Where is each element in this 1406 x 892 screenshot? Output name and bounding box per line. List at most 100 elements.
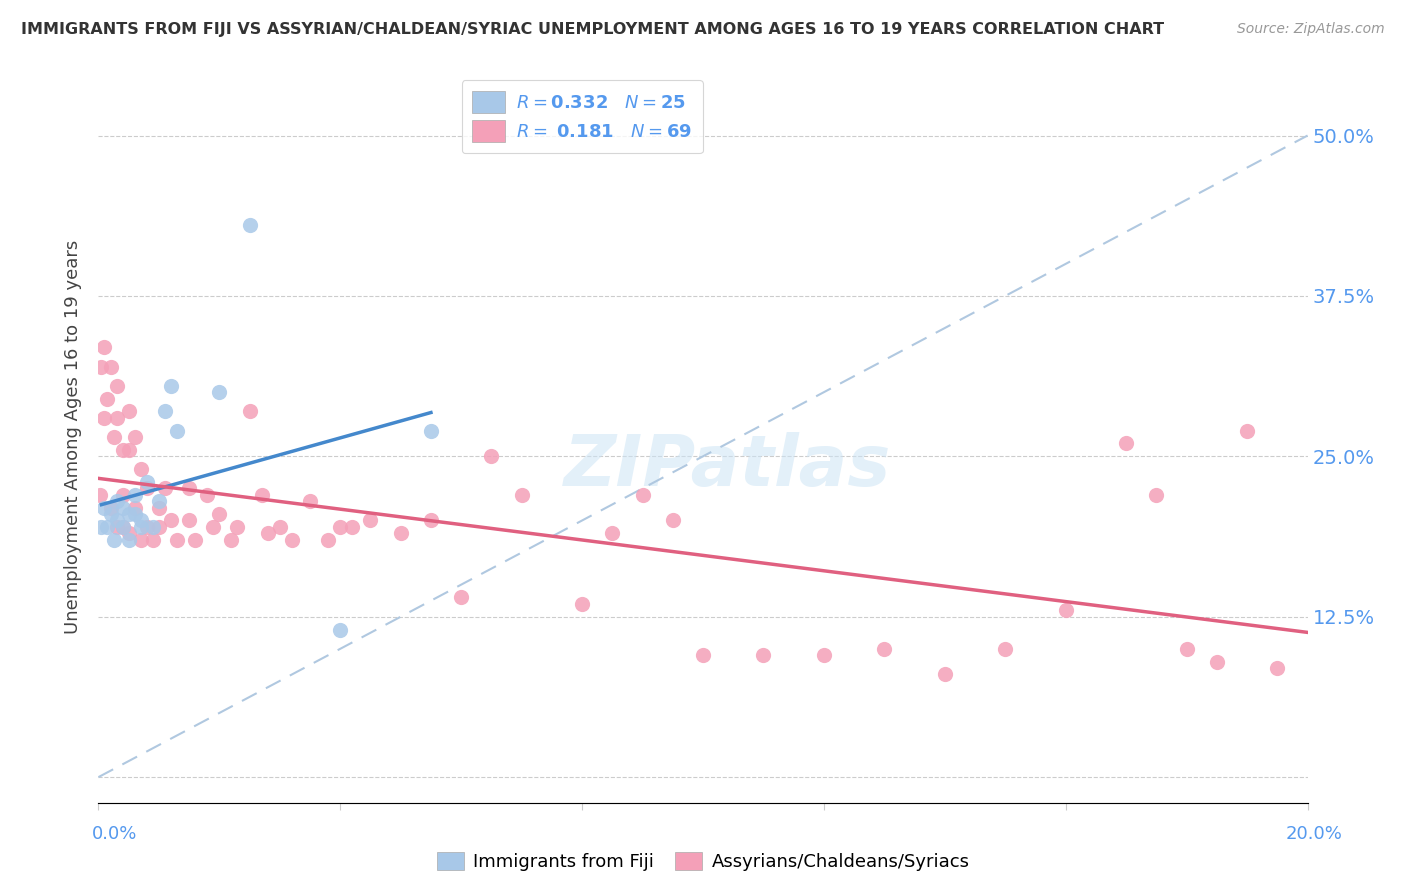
Point — [142, 520, 165, 534]
Point — [602, 526, 624, 541]
Text: IMMIGRANTS FROM FIJI VS ASSYRIAN/CHALDEAN/SYRIAC UNEMPLOYMENT AMONG AGES 16 TO 1: IMMIGRANTS FROM FIJI VS ASSYRIAN/CHALDEA… — [21, 22, 1164, 37]
Point — [148, 500, 170, 515]
Point — [994, 641, 1017, 656]
Point — [118, 442, 141, 457]
Point — [93, 500, 115, 515]
Point — [692, 648, 714, 663]
Point — [360, 514, 382, 528]
Point — [118, 404, 141, 418]
Point — [221, 533, 243, 547]
Point — [135, 520, 157, 534]
Point — [129, 520, 152, 534]
Point — [179, 482, 201, 496]
Point — [281, 533, 304, 547]
Point — [160, 378, 183, 392]
Point — [934, 667, 956, 681]
Text: 0.0%: 0.0% — [91, 825, 136, 843]
Point — [481, 450, 503, 464]
Point — [269, 520, 291, 534]
Point — [873, 641, 896, 656]
Point — [160, 514, 183, 528]
Point — [93, 410, 115, 425]
Point — [631, 488, 654, 502]
Point — [316, 533, 339, 547]
Point — [111, 520, 134, 534]
Point — [90, 359, 112, 374]
Point — [153, 482, 176, 496]
Point — [153, 404, 176, 418]
Point — [124, 500, 146, 515]
Point — [118, 526, 141, 541]
Point — [96, 520, 118, 534]
Point — [661, 514, 683, 528]
Point — [111, 488, 134, 502]
Point — [166, 424, 188, 438]
Point — [90, 520, 112, 534]
Legend: Immigrants from Fiji, Assyrians/Chaldeans/Syriacs: Immigrants from Fiji, Assyrians/Chaldean… — [429, 845, 977, 879]
Point — [1206, 655, 1229, 669]
Point — [124, 488, 146, 502]
Point — [250, 488, 273, 502]
Point — [342, 520, 364, 534]
Text: ZIPatlas: ZIPatlas — [564, 432, 891, 500]
Point — [100, 507, 122, 521]
Point — [129, 533, 152, 547]
Point — [135, 475, 157, 489]
Point — [105, 410, 128, 425]
Point — [1236, 424, 1258, 438]
Point — [571, 597, 593, 611]
Point — [118, 533, 141, 547]
Point — [1144, 488, 1167, 502]
Point — [256, 526, 278, 541]
Point — [89, 488, 111, 502]
Point — [208, 507, 231, 521]
Point — [96, 392, 118, 406]
Point — [450, 591, 472, 605]
Point — [103, 430, 125, 444]
Point — [129, 514, 152, 528]
Point — [389, 526, 412, 541]
Point — [510, 488, 533, 502]
Point — [148, 494, 170, 508]
Point — [118, 507, 141, 521]
Point — [1115, 436, 1137, 450]
Point — [100, 500, 122, 515]
Point — [420, 514, 443, 528]
Point — [105, 378, 128, 392]
Point — [202, 520, 225, 534]
Point — [142, 533, 165, 547]
Point — [105, 514, 128, 528]
Point — [1054, 603, 1077, 617]
Point — [420, 424, 443, 438]
Point — [166, 533, 188, 547]
Point — [93, 340, 115, 354]
Point — [239, 219, 262, 233]
Point — [329, 520, 352, 534]
Point — [752, 648, 775, 663]
Point — [111, 520, 134, 534]
Point — [239, 404, 262, 418]
Point — [184, 533, 207, 547]
Point — [195, 488, 218, 502]
Point — [813, 648, 835, 663]
Point — [1175, 641, 1198, 656]
Point — [1267, 661, 1289, 675]
Point — [111, 442, 134, 457]
Point — [124, 507, 146, 521]
Point — [329, 623, 352, 637]
Point — [135, 482, 157, 496]
Legend: $R = \mathbf{0.332}$   $N = \mathbf{25}$, $R = \mathbf{\ 0.181}$   $N = \mathbf{: $R = \mathbf{0.332}$ $N = \mathbf{25}$, … — [461, 80, 703, 153]
Point — [124, 430, 146, 444]
Point — [111, 500, 134, 515]
Point — [299, 494, 322, 508]
Point — [179, 514, 201, 528]
Text: 20.0%: 20.0% — [1286, 825, 1343, 843]
Text: Source: ZipAtlas.com: Source: ZipAtlas.com — [1237, 22, 1385, 37]
Point — [103, 533, 125, 547]
Point — [226, 520, 249, 534]
Point — [208, 385, 231, 400]
Point — [105, 520, 128, 534]
Point — [129, 462, 152, 476]
Point — [105, 494, 128, 508]
Point — [100, 359, 122, 374]
